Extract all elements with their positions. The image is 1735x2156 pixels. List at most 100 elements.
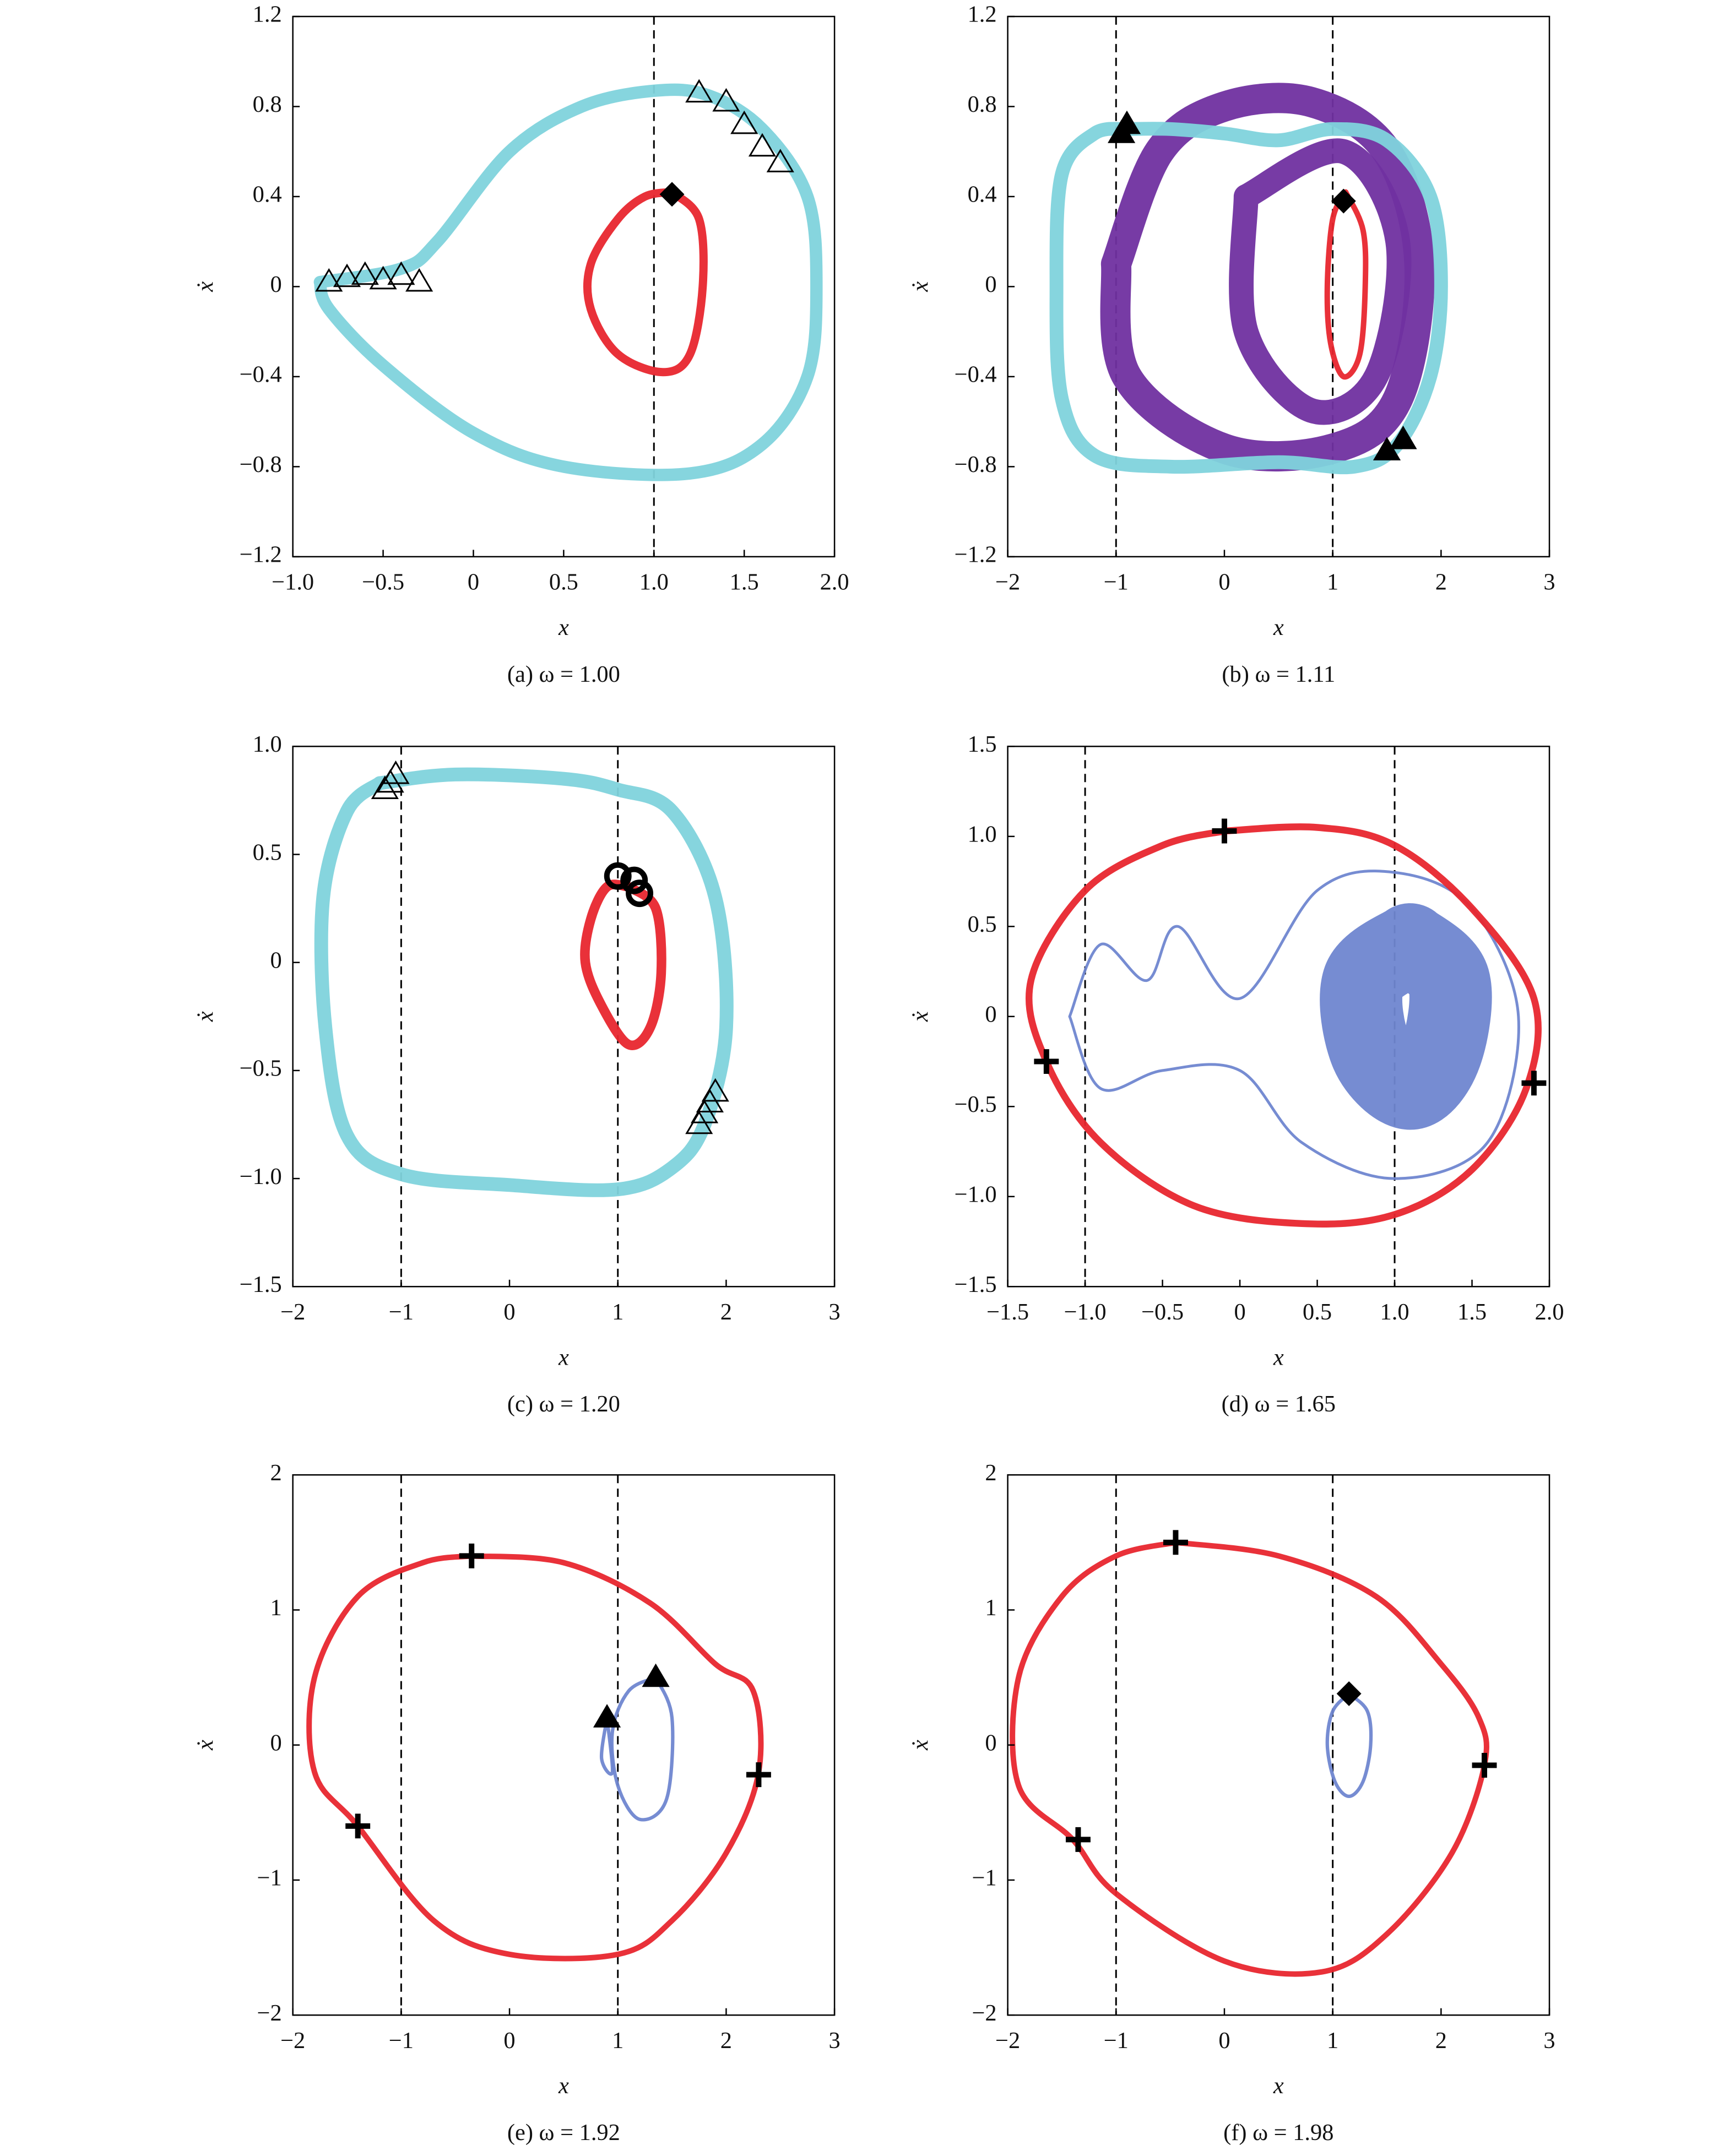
panel: −1.5 −1.0 −0.5 0 0.5 1.0 1.5 2.0 −1.5 −1.0 −0.5 0 0.…	[908, 731, 1564, 1417]
x-tick-label: −1.0	[1064, 1299, 1107, 1325]
orbit	[314, 767, 734, 1197]
marker-plus	[1472, 1753, 1497, 1778]
y-tick-label: 0.8	[253, 91, 282, 117]
marker-triangle	[387, 261, 415, 285]
marker-triangle	[712, 88, 740, 112]
x-tick-label: 0	[503, 1299, 515, 1325]
x-tick-label: −1	[389, 1299, 414, 1325]
x-tick-label: −1.5	[986, 1299, 1029, 1325]
y-tick-label: 1	[985, 1595, 996, 1621]
y-tick-label: 2	[985, 1460, 996, 1486]
panel: −2 −1 0 1 2 3 −1.5 −1.0 −0.5 0 0.5 1.0 x ẋ (c) ω = 1.2…	[193, 731, 841, 1417]
orbit	[1320, 903, 1492, 1130]
y-axis-label: ẋ	[193, 281, 219, 292]
y-axis-label: ẋ	[908, 281, 934, 292]
x-tick-label: 1	[1327, 569, 1338, 595]
marker-triangle	[369, 265, 397, 290]
y-tick-label: 1.0	[253, 731, 282, 757]
x-tick-label: −1	[1104, 2028, 1129, 2054]
y-tick-label: 0	[985, 1730, 996, 1756]
x-tick-label: 3	[1543, 2028, 1555, 2054]
axes-frame	[292, 1474, 836, 2016]
x-tick-label: 0.5	[1303, 1299, 1332, 1325]
marker-triangle	[593, 1704, 621, 1728]
x-tick-label: −0.5	[362, 569, 404, 595]
y-tick-label: 0.8	[968, 91, 997, 117]
y-tick-label: 2	[270, 1460, 281, 1486]
y-tick-label: 0	[985, 271, 996, 297]
y-tick-label: 0	[985, 1002, 996, 1028]
marker-diamond	[1331, 188, 1356, 214]
orbit	[313, 83, 823, 481]
marker-triangle	[382, 760, 410, 784]
y-tick-label: −1	[257, 1865, 282, 1891]
caption: (b) ω = 1.11	[1222, 661, 1335, 687]
x-tick-label: −1.0	[272, 569, 314, 595]
x-axis-label: x	[558, 1344, 569, 1370]
x-tick-label: −2	[280, 1299, 305, 1325]
x-tick-label: 1.5	[1457, 1299, 1487, 1325]
x-tick-label: 2.0	[1535, 1299, 1564, 1325]
orbit	[583, 188, 708, 377]
marker-plus	[746, 1762, 771, 1788]
panel: −1.0 −0.5 0 0.5 1.0 1.5 2.0 −1.2 −0.8 −0.4 0 0.4 0.8…	[193, 2, 849, 687]
y-tick-label: −0.8	[240, 452, 282, 477]
y-tick-label: −1.5	[240, 1272, 282, 1297]
x-tick-label: 2	[720, 1299, 732, 1325]
x-tick-label: −0.5	[1141, 1299, 1184, 1325]
x-axis-label: x	[558, 2073, 569, 2099]
y-tick-label: 1.2	[253, 2, 282, 28]
marker-triangle	[1113, 110, 1141, 134]
caption: (f) ω = 1.98	[1223, 2120, 1333, 2146]
x-tick-label: 1.5	[730, 569, 759, 595]
y-tick-label: 1	[270, 1595, 281, 1621]
marker-triangle	[1389, 425, 1417, 449]
y-tick-label: −1.2	[240, 542, 282, 568]
x-tick-label: 1	[612, 1299, 623, 1325]
x-tick-label: 1	[612, 2028, 623, 2054]
x-tick-label: −2	[280, 2028, 305, 2054]
axes-frame	[292, 746, 836, 1288]
panel: −2 −1 0 1 2 3 −2 −1 0 1 2 x ẋ (f) ω = 1.98	[908, 1460, 1555, 2146]
y-tick-label: −2	[972, 2000, 996, 2026]
marker-triangle	[642, 1663, 670, 1687]
x-tick-label: 0	[503, 2028, 515, 2054]
y-tick-label: 0	[270, 947, 281, 973]
orbit	[1025, 823, 1542, 1228]
x-tick-label: 2	[1435, 2028, 1447, 2054]
x-tick-label: 2	[720, 2028, 732, 2054]
caption: (a) ω = 1.00	[507, 661, 620, 687]
x-axis-label: x	[558, 615, 569, 640]
y-tick-label: −1.2	[955, 542, 997, 568]
orbit	[1324, 189, 1369, 380]
x-tick-label: 0	[1218, 2028, 1230, 2054]
y-tick-label: 1.2	[968, 2, 997, 28]
orbit	[1068, 870, 1520, 1180]
marker-plus	[1065, 1827, 1091, 1852]
y-axis-label: ẋ	[193, 1740, 219, 1751]
y-tick-label: −2	[257, 2000, 282, 2026]
y-tick-label: −1.0	[955, 1182, 997, 1208]
plot-area	[1049, 16, 1448, 557]
marker-plus	[1034, 1049, 1059, 1074]
caption: (e) ω = 1.92	[507, 2120, 620, 2146]
panel: −2 −1 0 1 2 3 −2 −1 0 1 2 x ẋ (e) ω = 1.92	[193, 1460, 841, 2146]
orbit	[1010, 1539, 1489, 1977]
y-tick-label: −0.5	[240, 1056, 282, 1082]
marker-plus	[1521, 1071, 1547, 1096]
caption: (c) ω = 1.20	[507, 1391, 620, 1417]
marker-plus	[1212, 818, 1237, 844]
x-tick-label: −2	[995, 569, 1020, 595]
x-tick-label: 3	[1543, 569, 1555, 595]
marker-diamond	[1336, 1681, 1362, 1706]
x-tick-label: −1	[389, 2028, 414, 2054]
marker-triangle	[371, 775, 399, 800]
marker-triangle	[333, 263, 361, 287]
marker-circle	[620, 866, 648, 894]
marker-circle	[626, 879, 654, 908]
marker-triangle	[315, 268, 343, 292]
marker-triangle	[405, 268, 433, 292]
axes-frame	[292, 15, 836, 558]
caption: (d) ω = 1.65	[1222, 1391, 1336, 1417]
